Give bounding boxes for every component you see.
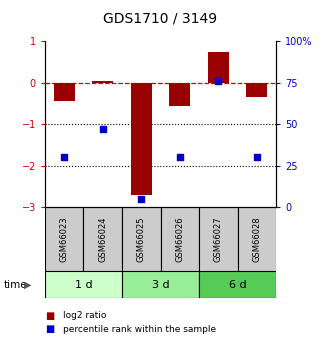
- Bar: [122, 207, 160, 271]
- Point: [177, 155, 182, 160]
- Point: [139, 196, 144, 201]
- Point: [100, 126, 105, 132]
- Text: ■: ■: [45, 311, 54, 321]
- Bar: [83, 207, 122, 271]
- Bar: [122, 271, 199, 298]
- Text: log2 ratio: log2 ratio: [63, 311, 106, 320]
- Bar: [54, 83, 75, 101]
- Point: [216, 78, 221, 84]
- Text: percentile rank within the sample: percentile rank within the sample: [63, 325, 216, 334]
- Text: GSM66024: GSM66024: [98, 216, 107, 262]
- Bar: [131, 83, 152, 195]
- Bar: [45, 207, 83, 271]
- Text: GSM66025: GSM66025: [137, 216, 146, 262]
- Text: 1 d: 1 d: [75, 280, 92, 289]
- Text: GSM66026: GSM66026: [175, 216, 184, 262]
- Text: GSM66028: GSM66028: [252, 216, 261, 262]
- Text: GSM66023: GSM66023: [60, 216, 69, 262]
- Bar: [160, 207, 199, 271]
- Text: ▶: ▶: [24, 280, 31, 289]
- Text: 3 d: 3 d: [152, 280, 169, 289]
- Point: [254, 155, 259, 160]
- Bar: [238, 207, 276, 271]
- Point: [62, 155, 67, 160]
- Bar: [169, 83, 190, 106]
- Bar: [92, 81, 113, 83]
- Text: ■: ■: [45, 325, 54, 334]
- Text: GSM66027: GSM66027: [214, 216, 223, 262]
- Bar: [246, 83, 267, 97]
- Bar: [199, 207, 238, 271]
- Text: GDS1710 / 3149: GDS1710 / 3149: [103, 12, 218, 26]
- Text: 6 d: 6 d: [229, 280, 246, 289]
- Bar: [199, 271, 276, 298]
- Bar: [208, 52, 229, 83]
- Text: time: time: [3, 280, 27, 289]
- Bar: [45, 271, 122, 298]
